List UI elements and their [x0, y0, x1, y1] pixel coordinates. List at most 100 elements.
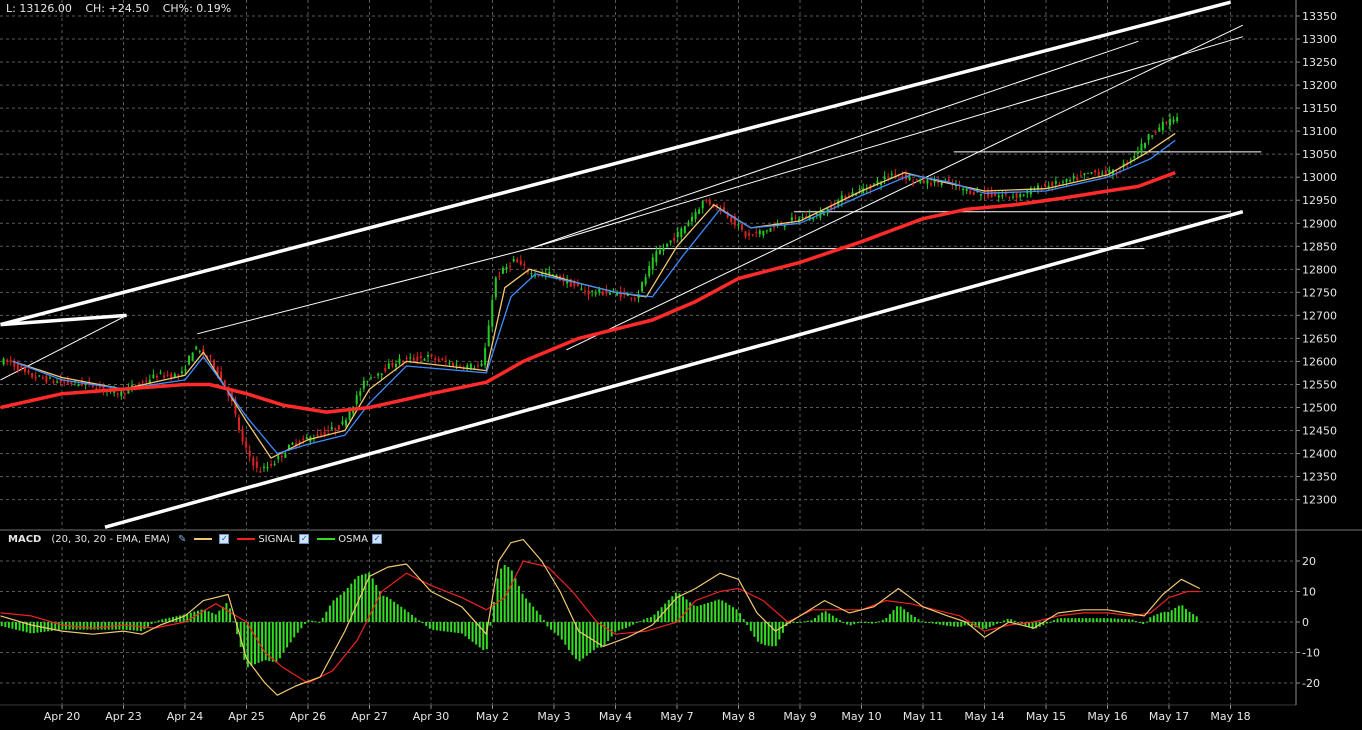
candle-up [954, 185, 957, 187]
osma-bar [389, 599, 392, 622]
signal-visibility-checkbox[interactable]: ✓ [299, 534, 310, 544]
candle-up [551, 274, 554, 276]
osma-bar [421, 622, 424, 624]
osma-bar [1017, 622, 1020, 623]
osma-bar [1092, 618, 1095, 622]
osma-bar [207, 611, 210, 622]
candle-up [455, 364, 458, 366]
candle-down [66, 379, 69, 384]
y-tick-label: 12800 [1302, 263, 1337, 276]
osma-bar [182, 614, 185, 622]
candle-up [266, 466, 269, 469]
candle-up [173, 373, 176, 378]
osma-bar [1142, 622, 1145, 625]
candle-down [419, 356, 422, 359]
candle-up [890, 174, 893, 176]
osma-bar [871, 622, 874, 624]
y-tick-label: 12550 [1302, 378, 1337, 391]
candle-up [1172, 119, 1175, 123]
candle-up [1144, 143, 1147, 148]
candle-up [616, 292, 619, 296]
osma-bar [1003, 620, 1006, 622]
candle-down [220, 371, 223, 380]
candle-down [744, 231, 747, 237]
y-tick-label: 13250 [1302, 56, 1337, 69]
osma-bar [318, 621, 321, 623]
candle-down [373, 376, 376, 378]
candle-down [1104, 170, 1107, 175]
candle-down [526, 270, 529, 273]
candle-up [341, 421, 344, 424]
candle-up [191, 352, 194, 361]
osma-bar [1074, 618, 1077, 622]
candle-up [648, 266, 651, 277]
y-tick-label: 12750 [1302, 286, 1337, 299]
price-change-percent: CH%: 0.19% [162, 2, 232, 15]
osma-bar [29, 622, 32, 634]
y-tick-label: 13300 [1302, 33, 1337, 46]
osma-bar [478, 622, 481, 648]
osma-bar [760, 622, 763, 644]
osma-bar [1135, 621, 1138, 623]
osma-bar [653, 614, 656, 622]
osma-bar [953, 622, 956, 627]
candle-up [858, 188, 861, 190]
candle-up [409, 357, 412, 359]
candle-down [223, 379, 226, 388]
candle-up [933, 179, 936, 183]
osma-bar [525, 598, 528, 622]
candle-down [31, 373, 34, 378]
candle-down [416, 356, 419, 361]
osma-bar [61, 622, 64, 630]
osma-bar [988, 622, 991, 628]
candle-down [844, 196, 847, 199]
candle-down [983, 191, 986, 194]
macd-visibility-checkbox[interactable]: ✓ [219, 534, 230, 544]
candle-up [345, 420, 348, 426]
candle-down [929, 183, 932, 185]
osma-bar [0, 622, 3, 627]
osma-bar [774, 622, 777, 647]
candle-up [594, 293, 597, 295]
candle-down [252, 457, 255, 466]
osma-visibility-checkbox[interactable]: ✓ [371, 534, 382, 544]
candle-down [498, 276, 501, 278]
osma-bar [739, 613, 742, 622]
y-tick-label: 12650 [1302, 332, 1337, 345]
osma-bar [764, 622, 767, 646]
osma-bar [835, 617, 838, 622]
candle-up [1158, 127, 1161, 131]
y-tick-label: 13200 [1302, 79, 1337, 92]
candle-up [1069, 179, 1072, 181]
candle-down [245, 441, 248, 448]
osma-bar [360, 574, 363, 622]
osma-bar [286, 622, 289, 648]
osma-bar [903, 609, 906, 622]
candle-down [887, 176, 890, 178]
candle-up [159, 372, 162, 374]
signal-swatch [237, 538, 256, 540]
channel-line [0, 313, 127, 327]
candle-down [740, 224, 743, 230]
candle-up [512, 259, 515, 262]
osma-bar [789, 622, 792, 624]
candle-up [184, 369, 187, 372]
osma-bar [635, 622, 638, 623]
osma-bar [268, 622, 271, 662]
osma-bar [589, 622, 592, 653]
osma-bar [328, 605, 331, 622]
candle-up [1086, 172, 1089, 174]
osma-bar [289, 622, 292, 643]
candle-up [127, 388, 130, 394]
osma-bar [945, 622, 948, 626]
osma-bar [204, 609, 207, 622]
candle-down [1165, 122, 1168, 124]
candle-up [1122, 163, 1125, 167]
x-tick-label: May 11 [903, 710, 943, 723]
osma-bar [164, 618, 167, 622]
pencil-icon[interactable]: ✎ [177, 533, 187, 545]
candle-up [883, 176, 886, 180]
osma-bar [1056, 618, 1059, 622]
osma-bar [346, 587, 349, 622]
